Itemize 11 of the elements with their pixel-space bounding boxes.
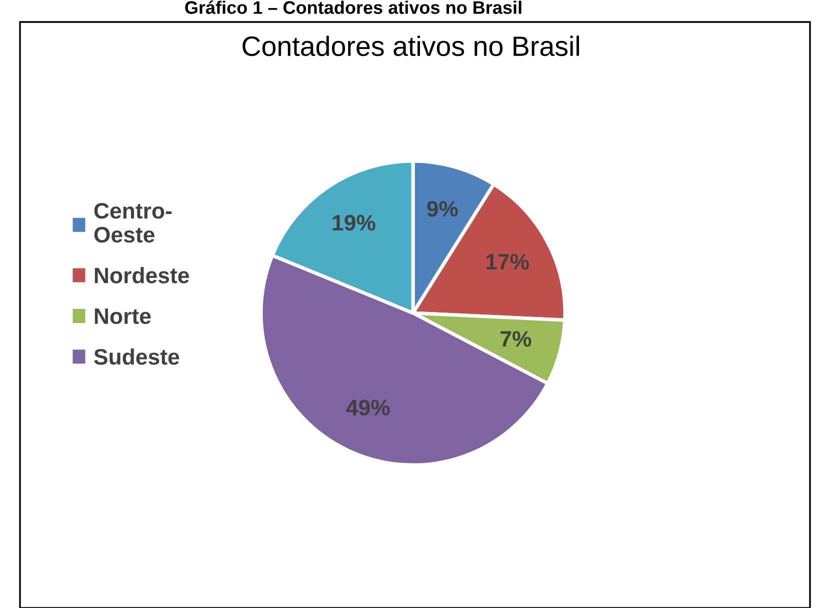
data-label: 19% [332,214,376,231]
data-label: 9% [427,200,458,217]
chart-title: Contadores ativos no Brasil [242,36,579,56]
legend-label: Sudeste [94,348,180,365]
legend-label: Norte [94,308,151,324]
legend-label: Centro-Oeste [94,202,172,243]
data-label: 17% [486,254,529,270]
text: Gráfico 1 – Contadores ativos no Brasil [185,0,522,14]
data-label: 7% [500,331,532,347]
data-label: 49% [346,400,390,416]
legend-label: Nordeste [94,267,189,284]
